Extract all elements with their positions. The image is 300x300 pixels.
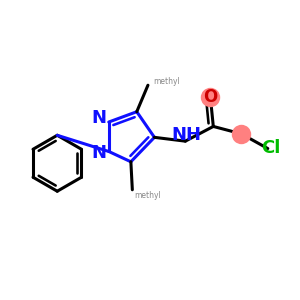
Text: N: N xyxy=(92,144,106,162)
Text: O: O xyxy=(203,88,218,106)
Text: N: N xyxy=(92,110,106,128)
Text: methyl: methyl xyxy=(153,77,180,86)
Text: methyl: methyl xyxy=(134,190,161,200)
Text: Cl: Cl xyxy=(261,139,280,157)
Text: NH: NH xyxy=(172,126,202,144)
